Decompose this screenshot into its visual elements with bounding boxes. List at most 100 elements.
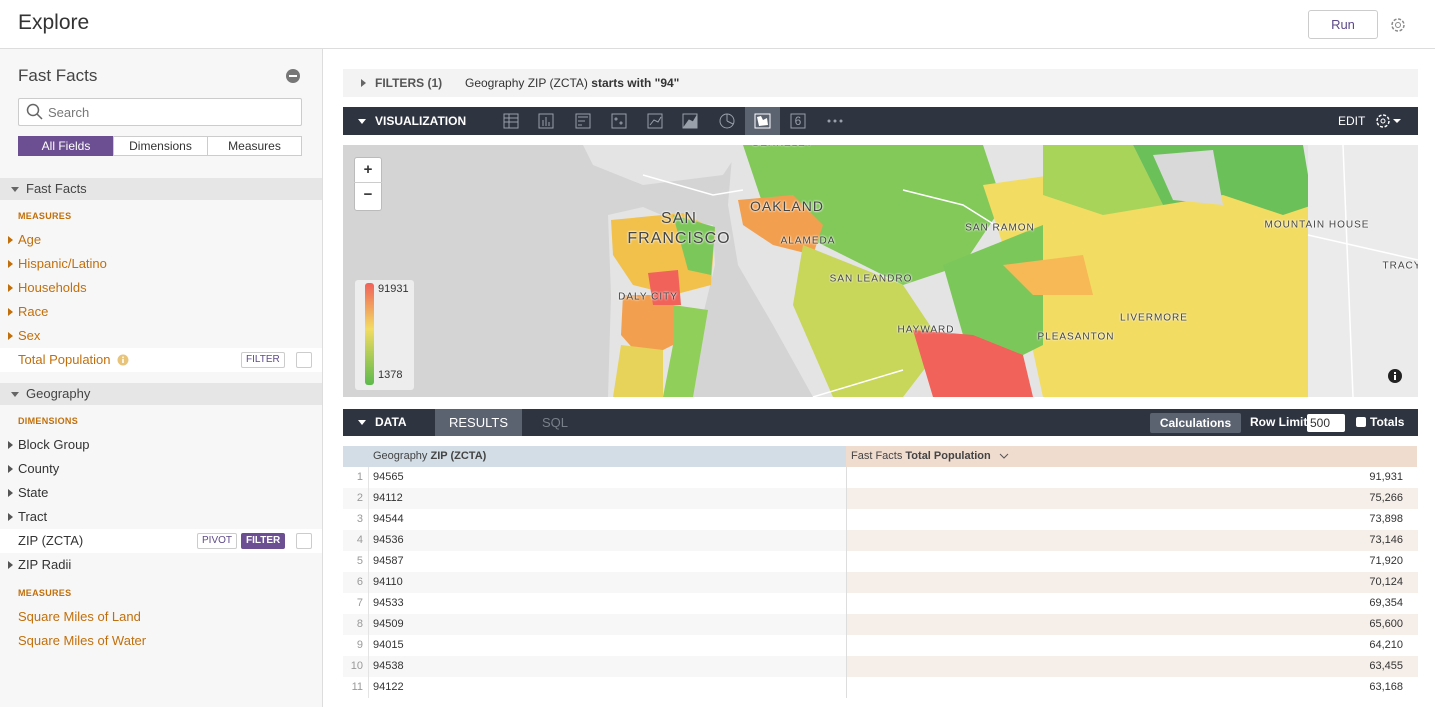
group-caret: [11, 187, 19, 192]
row-divider: [368, 572, 369, 593]
field[interactable]: Hispanic/Latino: [18, 256, 107, 271]
field[interactable]: Square Miles of Water: [18, 633, 147, 648]
field[interactable]: ZIP (ZCTA): [18, 533, 84, 548]
column-field: ZIP (ZCTA): [430, 450, 487, 462]
field[interactable]: Block Group: [18, 437, 90, 452]
sql-tab[interactable]: SQL: [542, 415, 569, 430]
zoom-control: [354, 157, 382, 211]
edit-button[interactable]: EDIT: [1338, 114, 1366, 128]
group-header[interactable]: Fast Facts: [26, 181, 87, 196]
field[interactable]: County: [18, 461, 60, 476]
population-cell: 63,455: [1369, 660, 1403, 672]
collapse-icon[interactable]: [285, 68, 301, 84]
table-row: [846, 677, 1418, 698]
row-number: 3: [356, 513, 363, 525]
single-value-icon[interactable]: 6: [794, 114, 802, 128]
info-icon[interactable]: [117, 354, 129, 366]
zoom-in[interactable]: +: [354, 158, 382, 183]
population-cell: 64,210: [1369, 639, 1403, 651]
group-header[interactable]: Geography: [26, 386, 91, 401]
zoom-out[interactable]: −: [363, 186, 373, 203]
filter-field: Geography ZIP (ZCTA): [465, 76, 588, 90]
field[interactable]: Race: [18, 304, 49, 319]
field[interactable]: Tract: [18, 509, 48, 524]
row-divider: [368, 635, 369, 656]
field[interactable]: Total Population: [18, 352, 111, 367]
column-field: Total Population: [905, 450, 991, 462]
column-header[interactable]: [846, 446, 1417, 467]
zip-cell: 94533: [373, 597, 404, 609]
sort-icon[interactable]: [998, 451, 1010, 461]
row-divider: [368, 656, 369, 677]
field-tab[interactable]: Dimensions: [113, 136, 208, 156]
legend-gradient: [365, 283, 374, 385]
row-limit-input[interactable]: 500: [1307, 414, 1345, 432]
field-button[interactable]: FILTER: [241, 533, 286, 549]
map[interactable]: + − 91931 1378 BERKELEY SAN FRANCISCO OAKL…: [343, 145, 1418, 397]
viz-settings-icon[interactable]: [1374, 112, 1404, 130]
table-row: [846, 593, 1418, 614]
field[interactable]: Sex: [18, 328, 41, 343]
totals-checkbox[interactable]: [1356, 417, 1366, 427]
field[interactable]: Households: [18, 280, 87, 295]
settings-icon[interactable]: [1389, 16, 1407, 34]
zip-cell: 94538: [373, 660, 404, 672]
filters-label[interactable]: FILTERS (1): [375, 76, 443, 90]
population-cell: 65,600: [1369, 618, 1403, 630]
table-row: [343, 593, 846, 614]
zip-cell: 94015: [373, 639, 404, 651]
field[interactable]: Square Miles of Land: [18, 609, 141, 624]
table-row: [846, 572, 1418, 593]
visualization-bar: [343, 107, 1418, 135]
table-row: [846, 509, 1418, 530]
table-row: [846, 614, 1418, 635]
population-cell: 75,266: [1369, 492, 1403, 504]
field[interactable]: State: [18, 485, 49, 500]
row-number: 10: [350, 660, 363, 672]
field-tab[interactable]: Measures: [207, 136, 302, 156]
expand-caret: [8, 489, 13, 497]
data-label[interactable]: DATA: [375, 415, 407, 429]
search-box[interactable]: [18, 98, 302, 126]
table-row: [343, 509, 846, 530]
field-tab[interactable]: All Fields: [18, 136, 114, 156]
calculations-button[interactable]: Calculations: [1150, 413, 1241, 433]
expand-caret: [8, 513, 13, 521]
field-action[interactable]: [296, 533, 312, 549]
column-header[interactable]: [343, 446, 846, 467]
field-action[interactable]: [296, 352, 312, 368]
table-row: [343, 614, 846, 635]
table-row: [343, 488, 846, 509]
section-label: MEASURES: [18, 588, 72, 598]
legend-max: 91931: [378, 283, 409, 295]
column-view: Fast Facts: [851, 450, 903, 462]
row-number: 9: [356, 639, 363, 651]
info-icon[interactable]: [1386, 367, 1404, 385]
place-label: MOUNTAIN HOUSE: [1264, 219, 1370, 231]
zip-cell: 94565: [373, 471, 404, 483]
place-label: HAYWARD: [897, 324, 955, 336]
table-row: [846, 488, 1418, 509]
field-button[interactable]: FILTER: [241, 352, 285, 368]
place-label: TRACY: [1382, 260, 1418, 272]
field[interactable]: Age: [18, 232, 42, 247]
population-cell: 73,898: [1369, 513, 1403, 525]
expand-caret: [8, 441, 13, 449]
run-button[interactable]: Run: [1308, 10, 1378, 39]
zip-cell: 94509: [373, 618, 404, 630]
expand-caret: [8, 260, 13, 268]
legend: [355, 280, 414, 390]
place-label: SAN LEANDRO: [829, 273, 913, 285]
field-button[interactable]: PIVOT: [197, 533, 238, 549]
visualization-label[interactable]: VISUALIZATION: [375, 114, 467, 128]
results-tab[interactable]: RESULTS: [435, 409, 522, 436]
place-label: ALAMEDA: [780, 235, 836, 247]
row-divider: [368, 530, 369, 551]
population-cell: 73,146: [1369, 534, 1403, 546]
legend-min: 1378: [378, 369, 403, 381]
field[interactable]: ZIP Radii: [18, 557, 72, 572]
row-number: 6: [356, 576, 363, 588]
viz-type-icons[interactable]: [495, 107, 855, 135]
zip-cell: 94536: [373, 534, 404, 546]
